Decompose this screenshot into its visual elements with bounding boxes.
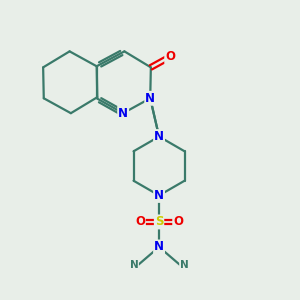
Text: N: N — [180, 260, 188, 270]
Text: N: N — [145, 92, 155, 105]
Text: N: N — [154, 241, 164, 254]
Text: S: S — [155, 215, 163, 228]
Text: N: N — [154, 130, 164, 143]
Text: N: N — [154, 189, 164, 202]
Text: O: O — [173, 215, 183, 228]
Text: O: O — [135, 215, 145, 228]
Text: O: O — [165, 50, 175, 63]
Text: N: N — [130, 260, 138, 270]
Text: N: N — [118, 107, 128, 120]
